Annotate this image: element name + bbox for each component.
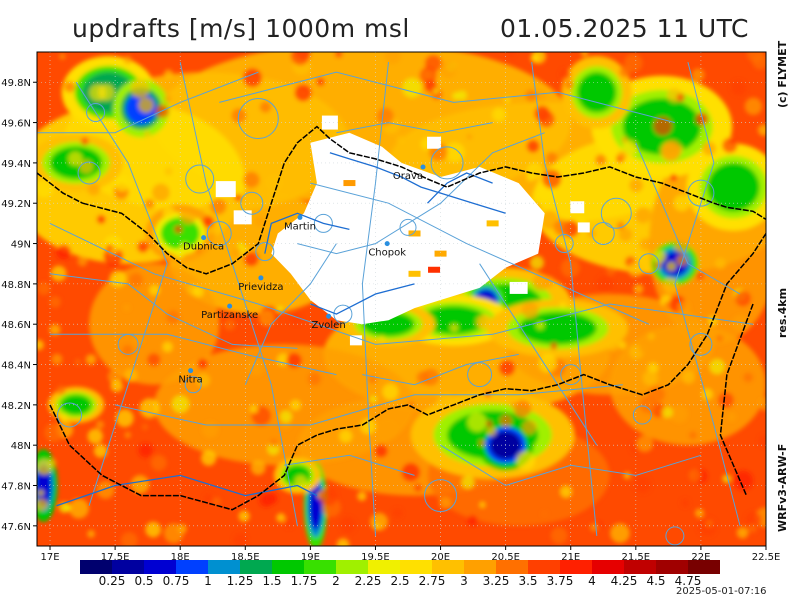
color-scale-swatch: [144, 560, 177, 574]
color-scale-label: 0.25: [98, 574, 126, 588]
latitude-tick-label: 49.8N: [1, 78, 31, 89]
latitude-tick-label: 49.4N: [1, 159, 31, 170]
color-scale-label: 4.5: [646, 574, 666, 588]
color-scale-label: 4.75: [674, 574, 702, 588]
map-frame: [36, 51, 767, 547]
color-scale-swatch: [496, 560, 529, 574]
color-scale-label: 1.25: [226, 574, 254, 588]
latitude-tick-label: 47.8N: [1, 482, 31, 493]
longitude-tick-label: 22E: [691, 552, 710, 560]
run-timestamp: 2025-05-01-07:16: [676, 586, 767, 597]
longitude-tick-label: 18E: [171, 552, 190, 560]
longitude-ticks: 17E 17.5E 18E 18.5E 19E 19.5E 20E 20.5E 21E 21.5E…: [40, 546, 780, 560]
place-label: Zvolen: [312, 320, 346, 331]
longitude-tick-label: 19.5E: [361, 552, 390, 560]
latitude-tick-label: 49N: [11, 240, 31, 251]
color-scale-swatch: [112, 560, 145, 574]
place-label: Orava: [393, 171, 423, 182]
place-label: Prievidza: [238, 282, 283, 293]
longitude-tick-label: 17E: [40, 552, 59, 560]
place-marker: [297, 214, 303, 220]
color-scale-label: 2: [332, 574, 340, 588]
color-scale-label: 2.75: [418, 574, 446, 588]
color-scale-label: 3: [460, 574, 468, 588]
latitude-tick-label: 48.8N: [1, 280, 31, 291]
latitude-tick-label: 48.4N: [1, 361, 31, 372]
place-marker: [188, 368, 194, 374]
color-scale-swatch: [528, 560, 561, 574]
color-scale-swatch: [80, 560, 113, 574]
place-marker: [258, 275, 264, 281]
airspace-boundaries: [37, 61, 754, 546]
map-datetime-title: 01.05.2025 11 UTC: [500, 14, 749, 43]
updraft-map: Orava Martin Dubnica Chopok Prievidza Partiza…: [1, 51, 780, 560]
color-scale-label: 4.25: [610, 574, 638, 588]
longitude-tick-label: 20E: [431, 552, 450, 560]
color-scale-swatch: [624, 560, 657, 574]
country-borders: [37, 125, 766, 511]
color-scale-label: 0.75: [162, 574, 190, 588]
place-marker: [420, 164, 426, 170]
latitude-tick-label: 47.6N: [1, 522, 31, 533]
color-scale-swatch: [400, 560, 433, 574]
color-scale-label: 1.5: [262, 574, 282, 588]
color-scale-swatch: [688, 560, 720, 574]
map-parameter-title: updrafts [m/s] 1000m msl: [72, 14, 410, 43]
place-marker: [384, 241, 390, 247]
color-scale-bar: [80, 560, 720, 574]
longitude-tick-label: 19E: [301, 552, 320, 560]
color-scale-label: 3.25: [482, 574, 510, 588]
place-label: Nitra: [178, 375, 202, 386]
longitude-tick-label: 21E: [561, 552, 580, 560]
no-data-zone: [215, 115, 590, 346]
color-scale-label: 2.25: [354, 574, 382, 588]
color-scale-label: 3.5: [518, 574, 538, 588]
color-scale-swatch: [272, 560, 305, 574]
place-marker: [201, 235, 207, 241]
longitude-tick-label: 22.5E: [752, 552, 781, 560]
color-scale-swatch: [656, 560, 689, 574]
latitude-tick-label: 49.6N: [1, 119, 31, 130]
color-scale-swatch: [560, 560, 593, 574]
color-scale-swatch: [368, 560, 401, 574]
color-scale-swatch: [464, 560, 497, 574]
place-marker: [227, 303, 233, 309]
latitude-tick-label: 48N: [11, 441, 31, 452]
latitude-ticks: 49.8N 49.6N 49.4N 49.2N 49N 48.8N 48.6N 48.4N 48…: [1, 78, 37, 533]
color-scale-label: 1.75: [290, 574, 318, 588]
place-marker: [326, 313, 332, 319]
longitude-tick-label: 17.5E: [101, 552, 130, 560]
color-scale-label: 2.5: [390, 574, 410, 588]
latitude-tick-label: 48.6N: [1, 320, 31, 331]
color-scale-swatch: [176, 560, 209, 574]
updraft-field: [37, 52, 766, 546]
place-label: Martin: [284, 221, 316, 232]
color-scale-swatch: [208, 560, 241, 574]
color-scale-label: 0.5: [134, 574, 154, 588]
color-scale-label: 1: [204, 574, 212, 588]
longitude-tick-label: 20.5E: [491, 552, 520, 560]
latitude-tick-label: 48.2N: [1, 401, 31, 412]
color-scale-swatch: [432, 560, 465, 574]
latitude-tick-label: 49.2N: [1, 199, 31, 210]
color-scale-swatch: [304, 560, 337, 574]
place-label: Dubnica: [183, 242, 224, 253]
place-labels: Orava Martin Dubnica Chopok Prievidza Partiza…: [178, 164, 426, 386]
color-scale-swatch: [592, 560, 625, 574]
graticule: [37, 52, 766, 546]
longitude-tick-label: 21.5E: [622, 552, 651, 560]
rivers: [56, 152, 506, 507]
color-scale-label: 4: [588, 574, 596, 588]
color-scale-label: 3.75: [546, 574, 574, 588]
longitude-tick-label: 18.5E: [231, 552, 260, 560]
place-label: Partizanske: [201, 310, 258, 321]
color-scale-swatch: [336, 560, 369, 574]
color-scale-swatch: [240, 560, 273, 574]
place-label: Chopok: [368, 248, 406, 259]
